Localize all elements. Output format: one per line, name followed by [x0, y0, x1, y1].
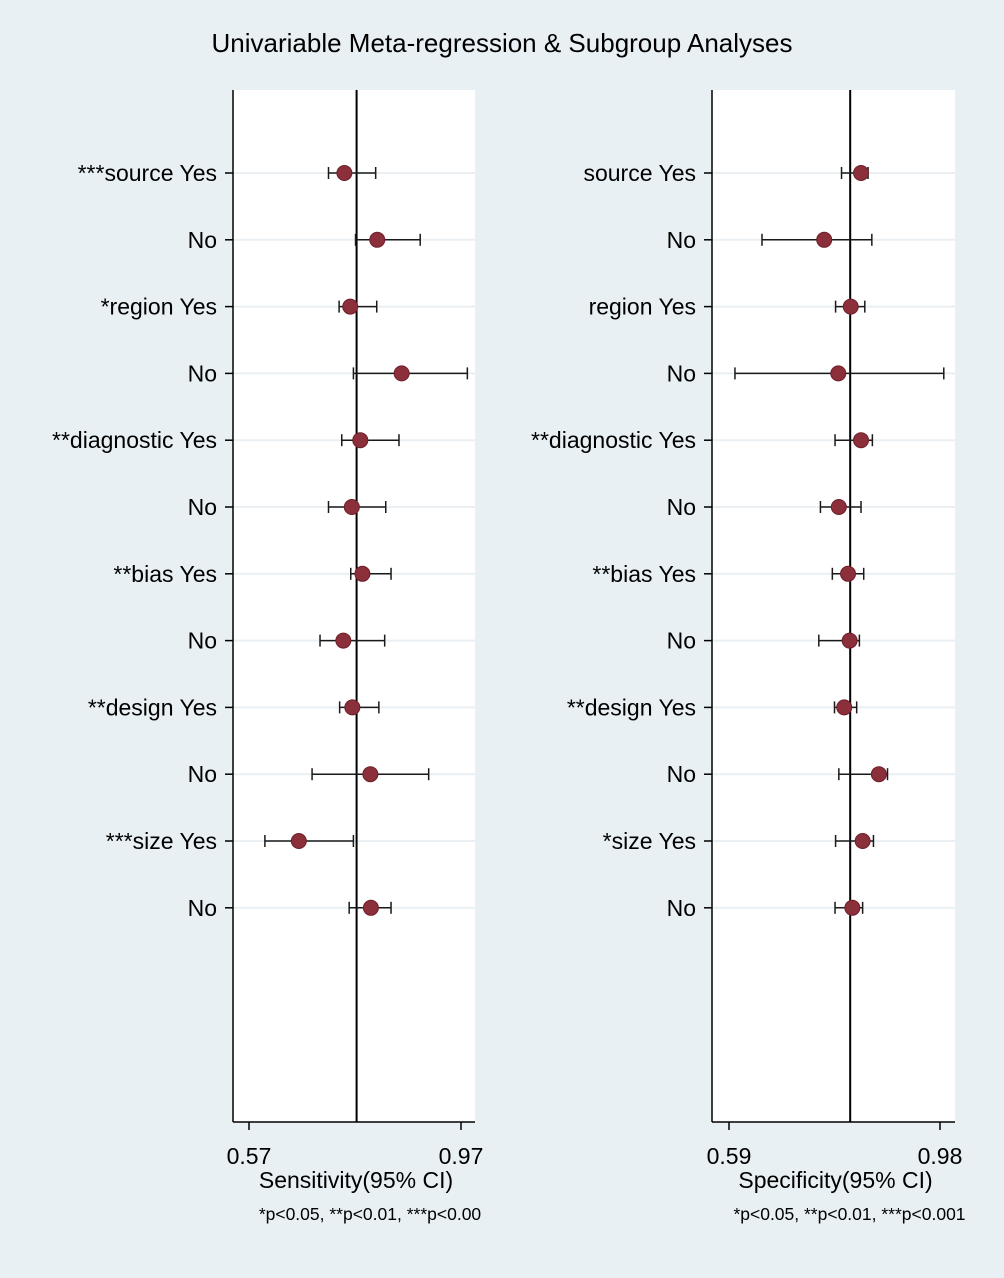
point-estimate: [844, 899, 861, 916]
point-estimate: [393, 365, 410, 382]
row-label: **bias Yes: [113, 561, 217, 587]
row-label: No: [667, 895, 696, 921]
row-label: No: [188, 628, 217, 654]
row-label: ***size Yes: [106, 828, 217, 854]
point-estimate: [342, 298, 359, 315]
row-label: **bias Yes: [592, 561, 696, 587]
row-label: No: [188, 895, 217, 921]
row-label: **design Yes: [88, 694, 217, 720]
row-label: **diagnostic Yes: [531, 427, 696, 453]
row-label: No: [188, 761, 217, 787]
point-estimate: [362, 766, 379, 783]
row-label: No: [667, 360, 696, 386]
x-tick-label: 0.98: [918, 1143, 963, 1169]
plot-area: [233, 90, 475, 1122]
x-axis-title: Specificity(95% CI): [738, 1167, 932, 1193]
x-tick-label: 0.59: [707, 1143, 752, 1169]
row-label: No: [188, 494, 217, 520]
point-estimate: [853, 165, 870, 181]
point-estimate: [369, 231, 386, 248]
point-estimate: [830, 499, 847, 515]
point-estimate: [840, 565, 857, 582]
significance-footnote: *p<0.05, **p<0.01, ***p<0.001: [733, 1204, 965, 1224]
point-estimate: [842, 298, 859, 315]
point-estimate: [870, 766, 887, 783]
x-tick-label: 0.97: [439, 1143, 484, 1169]
row-label: No: [667, 227, 696, 253]
point-estimate: [853, 432, 870, 449]
row-label: region Yes: [589, 294, 696, 320]
point-estimate: [354, 565, 371, 582]
point-estimate: [343, 499, 360, 515]
point-estimate: [335, 632, 352, 649]
point-estimate: [841, 632, 858, 649]
figure-title: Univariable Meta-regression & Subgroup A…: [212, 28, 793, 58]
point-estimate: [836, 699, 853, 716]
row-label: ***source Yes: [78, 160, 217, 186]
point-estimate: [336, 165, 353, 181]
x-tick-label: 0.57: [227, 1143, 272, 1169]
row-label: *size Yes: [603, 828, 696, 854]
x-axis-title: Sensitivity(95% CI): [259, 1167, 453, 1193]
row-label: No: [188, 227, 217, 253]
point-estimate: [290, 833, 307, 849]
row-label: **diagnostic Yes: [52, 427, 217, 453]
row-label: No: [667, 628, 696, 654]
sensitivity-panel: ***source Yes No *region Yes No **diagnostic…: [52, 90, 483, 1224]
row-label: *region Yes: [101, 294, 217, 320]
row-label: **design Yes: [567, 694, 696, 720]
row-label: source Yes: [583, 160, 696, 186]
significance-footnote: *p<0.05, **p<0.01, ***p<0.00: [259, 1204, 482, 1224]
point-estimate: [830, 365, 847, 382]
plot-area: [712, 90, 955, 1122]
row-label: No: [667, 761, 696, 787]
row-label: No: [667, 494, 696, 520]
point-estimate: [362, 899, 379, 916]
row-label: No: [188, 360, 217, 386]
point-estimate: [352, 432, 369, 449]
point-estimate: [816, 231, 833, 248]
point-estimate: [854, 833, 871, 849]
specificity-panel: source Yes No region Yes No **diagnostic Yes…: [531, 90, 966, 1224]
point-estimate: [344, 699, 361, 716]
